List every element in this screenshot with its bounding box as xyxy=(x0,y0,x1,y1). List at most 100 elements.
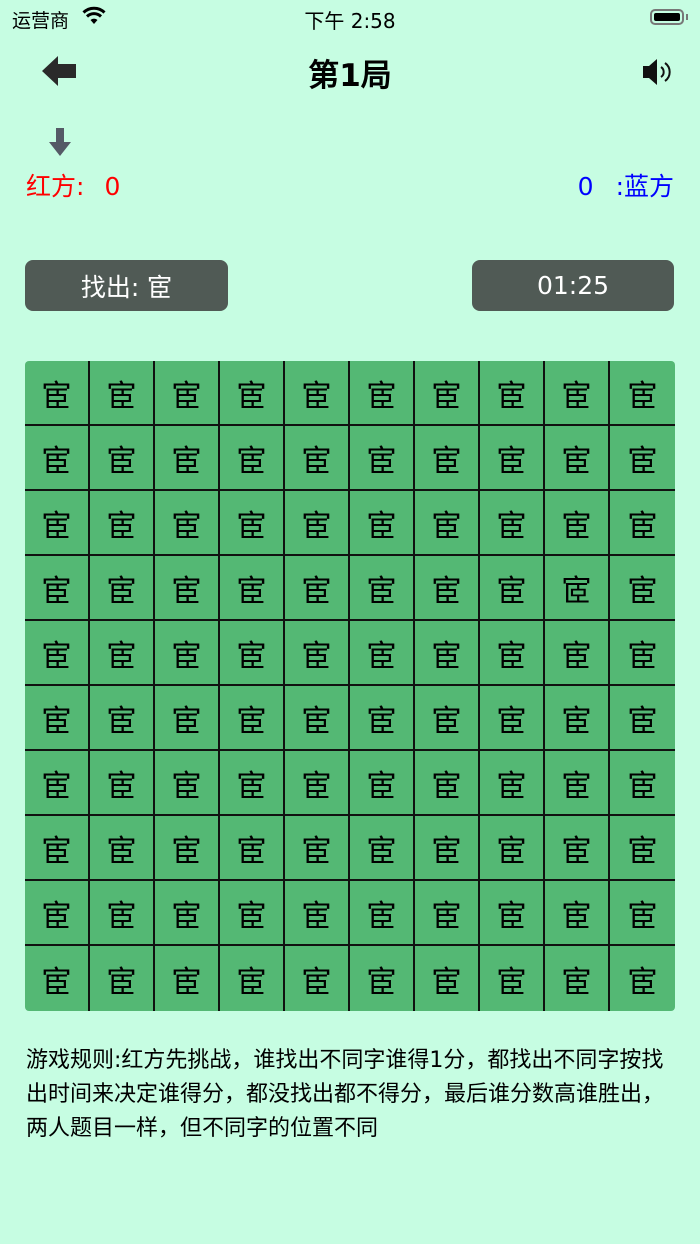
grid-cell[interactable]: 宧 xyxy=(545,556,610,621)
grid-cell[interactable]: 宦 xyxy=(350,816,415,881)
grid-cell[interactable]: 宦 xyxy=(220,881,285,946)
grid-cell[interactable]: 宦 xyxy=(155,686,220,751)
grid-cell[interactable]: 宦 xyxy=(90,426,155,491)
grid-cell[interactable]: 宦 xyxy=(90,751,155,816)
grid-cell[interactable]: 宦 xyxy=(25,946,90,1011)
grid-cell[interactable]: 宦 xyxy=(90,686,155,751)
back-button[interactable] xyxy=(40,54,78,92)
grid-cell[interactable]: 宦 xyxy=(610,621,675,686)
grid-cell[interactable]: 宦 xyxy=(350,491,415,556)
grid-cell[interactable]: 宦 xyxy=(90,881,155,946)
grid-cell[interactable]: 宦 xyxy=(415,686,480,751)
grid-cell[interactable]: 宦 xyxy=(415,621,480,686)
grid-cell[interactable]: 宦 xyxy=(220,621,285,686)
grid-cell[interactable]: 宦 xyxy=(350,946,415,1011)
grid-cell[interactable]: 宦 xyxy=(285,946,350,1011)
grid-cell[interactable]: 宦 xyxy=(415,881,480,946)
grid-cell[interactable]: 宦 xyxy=(610,426,675,491)
grid-cell[interactable]: 宦 xyxy=(25,361,90,426)
grid-cell[interactable]: 宦 xyxy=(90,946,155,1011)
grid-cell[interactable]: 宦 xyxy=(545,621,610,686)
grid-cell[interactable]: 宦 xyxy=(610,491,675,556)
grid-cell[interactable]: 宦 xyxy=(610,556,675,621)
find-target-button[interactable]: 找出: 宦 xyxy=(25,260,228,311)
grid-cell[interactable]: 宦 xyxy=(545,946,610,1011)
grid-cell[interactable]: 宦 xyxy=(155,556,220,621)
grid-cell[interactable]: 宦 xyxy=(545,491,610,556)
grid-cell[interactable]: 宦 xyxy=(480,881,545,946)
grid-cell[interactable]: 宦 xyxy=(610,751,675,816)
grid-cell[interactable]: 宦 xyxy=(155,361,220,426)
grid-cell[interactable]: 宦 xyxy=(285,881,350,946)
grid-cell[interactable]: 宦 xyxy=(415,816,480,881)
grid-cell[interactable]: 宦 xyxy=(545,816,610,881)
grid-cell[interactable]: 宦 xyxy=(25,751,90,816)
grid-cell[interactable]: 宦 xyxy=(480,556,545,621)
grid-cell[interactable]: 宦 xyxy=(415,361,480,426)
grid-cell[interactable]: 宦 xyxy=(350,686,415,751)
grid-cell[interactable]: 宦 xyxy=(480,816,545,881)
grid-cell[interactable]: 宦 xyxy=(285,816,350,881)
grid-cell[interactable]: 宦 xyxy=(285,491,350,556)
grid-cell[interactable]: 宦 xyxy=(90,361,155,426)
grid-cell[interactable]: 宦 xyxy=(480,946,545,1011)
grid-cell[interactable]: 宦 xyxy=(220,946,285,1011)
grid-cell[interactable]: 宦 xyxy=(545,751,610,816)
grid-cell[interactable]: 宦 xyxy=(155,751,220,816)
grid-cell[interactable]: 宦 xyxy=(545,361,610,426)
grid-cell[interactable]: 宦 xyxy=(25,621,90,686)
grid-cell[interactable]: 宦 xyxy=(155,621,220,686)
grid-cell[interactable]: 宦 xyxy=(545,686,610,751)
grid-cell[interactable]: 宦 xyxy=(220,556,285,621)
grid-cell[interactable]: 宦 xyxy=(155,426,220,491)
grid-cell[interactable]: 宦 xyxy=(90,556,155,621)
grid-cell[interactable]: 宦 xyxy=(90,816,155,881)
grid-cell[interactable]: 宦 xyxy=(480,621,545,686)
grid-cell[interactable]: 宦 xyxy=(415,751,480,816)
grid-cell[interactable]: 宦 xyxy=(220,686,285,751)
grid-cell[interactable]: 宦 xyxy=(350,426,415,491)
grid-cell[interactable]: 宦 xyxy=(285,426,350,491)
grid-cell[interactable]: 宦 xyxy=(285,361,350,426)
grid-cell[interactable]: 宦 xyxy=(155,946,220,1011)
grid-cell[interactable]: 宦 xyxy=(350,751,415,816)
grid-cell[interactable]: 宦 xyxy=(155,881,220,946)
sound-button[interactable] xyxy=(640,56,676,92)
grid-cell[interactable]: 宦 xyxy=(220,426,285,491)
grid-cell[interactable]: 宦 xyxy=(415,556,480,621)
grid-cell[interactable]: 宦 xyxy=(90,621,155,686)
grid-cell[interactable]: 宦 xyxy=(25,556,90,621)
grid-cell[interactable]: 宦 xyxy=(25,686,90,751)
grid-cell[interactable]: 宦 xyxy=(350,621,415,686)
grid-cell[interactable]: 宦 xyxy=(610,816,675,881)
grid-cell[interactable]: 宦 xyxy=(610,361,675,426)
grid-cell[interactable]: 宦 xyxy=(415,946,480,1011)
grid-cell[interactable]: 宦 xyxy=(25,426,90,491)
grid-cell[interactable]: 宦 xyxy=(415,491,480,556)
grid-cell[interactable]: 宦 xyxy=(350,361,415,426)
grid-cell[interactable]: 宦 xyxy=(350,881,415,946)
grid-cell[interactable]: 宦 xyxy=(220,751,285,816)
grid-cell[interactable]: 宦 xyxy=(610,881,675,946)
grid-cell[interactable]: 宦 xyxy=(285,621,350,686)
grid-cell[interactable]: 宦 xyxy=(220,361,285,426)
grid-cell[interactable]: 宦 xyxy=(480,426,545,491)
grid-cell[interactable]: 宦 xyxy=(220,816,285,881)
grid-cell[interactable]: 宦 xyxy=(480,751,545,816)
grid-cell[interactable]: 宦 xyxy=(25,491,90,556)
grid-cell[interactable]: 宦 xyxy=(25,881,90,946)
grid-cell[interactable]: 宦 xyxy=(480,686,545,751)
grid-cell[interactable]: 宦 xyxy=(285,686,350,751)
grid-cell[interactable]: 宦 xyxy=(480,361,545,426)
grid-cell[interactable]: 宦 xyxy=(545,426,610,491)
grid-cell[interactable]: 宦 xyxy=(480,491,545,556)
grid-cell[interactable]: 宦 xyxy=(610,686,675,751)
grid-cell[interactable]: 宦 xyxy=(350,556,415,621)
grid-cell[interactable]: 宦 xyxy=(220,491,285,556)
grid-cell[interactable]: 宦 xyxy=(155,816,220,881)
grid-cell[interactable]: 宦 xyxy=(90,491,155,556)
grid-cell[interactable]: 宦 xyxy=(627,964,658,1000)
grid-cell[interactable]: 宦 xyxy=(155,491,220,556)
grid-cell[interactable]: 宦 xyxy=(25,816,90,881)
grid-cell[interactable]: 宦 xyxy=(545,881,610,946)
